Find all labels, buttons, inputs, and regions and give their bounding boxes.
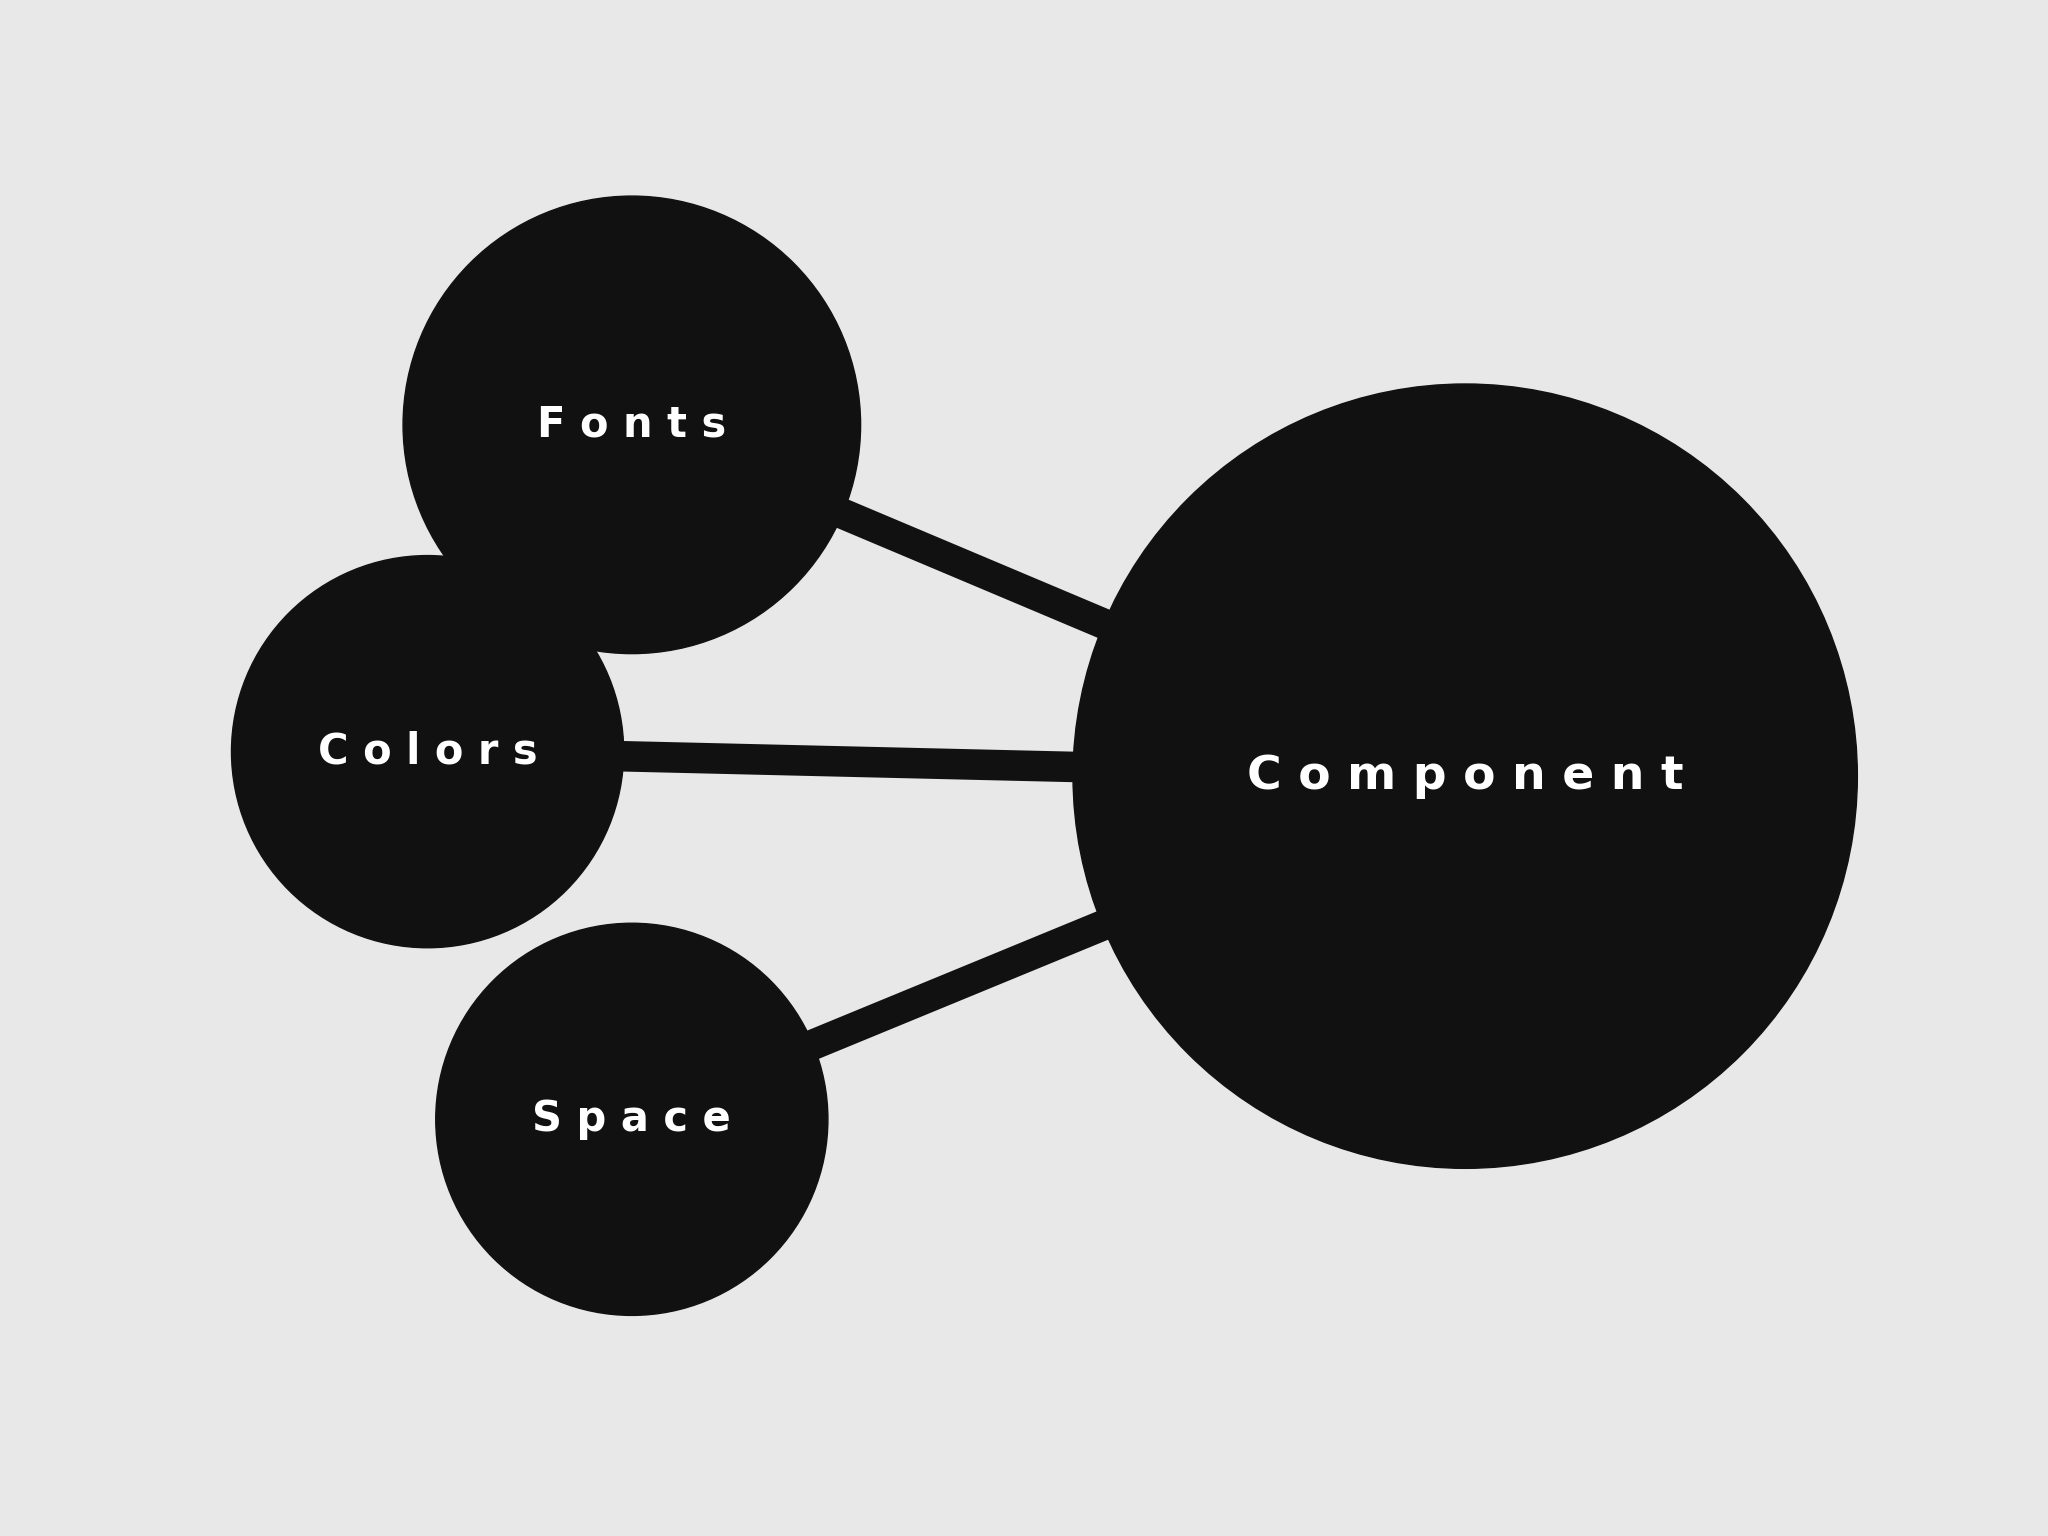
Text: C o l o r s: C o l o r s	[317, 731, 537, 773]
Text: S p a c e: S p a c e	[532, 1098, 731, 1140]
Circle shape	[1073, 384, 1858, 1169]
Circle shape	[231, 556, 625, 948]
Text: C o m p o n e n t: C o m p o n e n t	[1247, 754, 1683, 799]
Text: F o n t s: F o n t s	[537, 404, 727, 445]
Circle shape	[436, 923, 827, 1315]
Circle shape	[403, 197, 860, 654]
